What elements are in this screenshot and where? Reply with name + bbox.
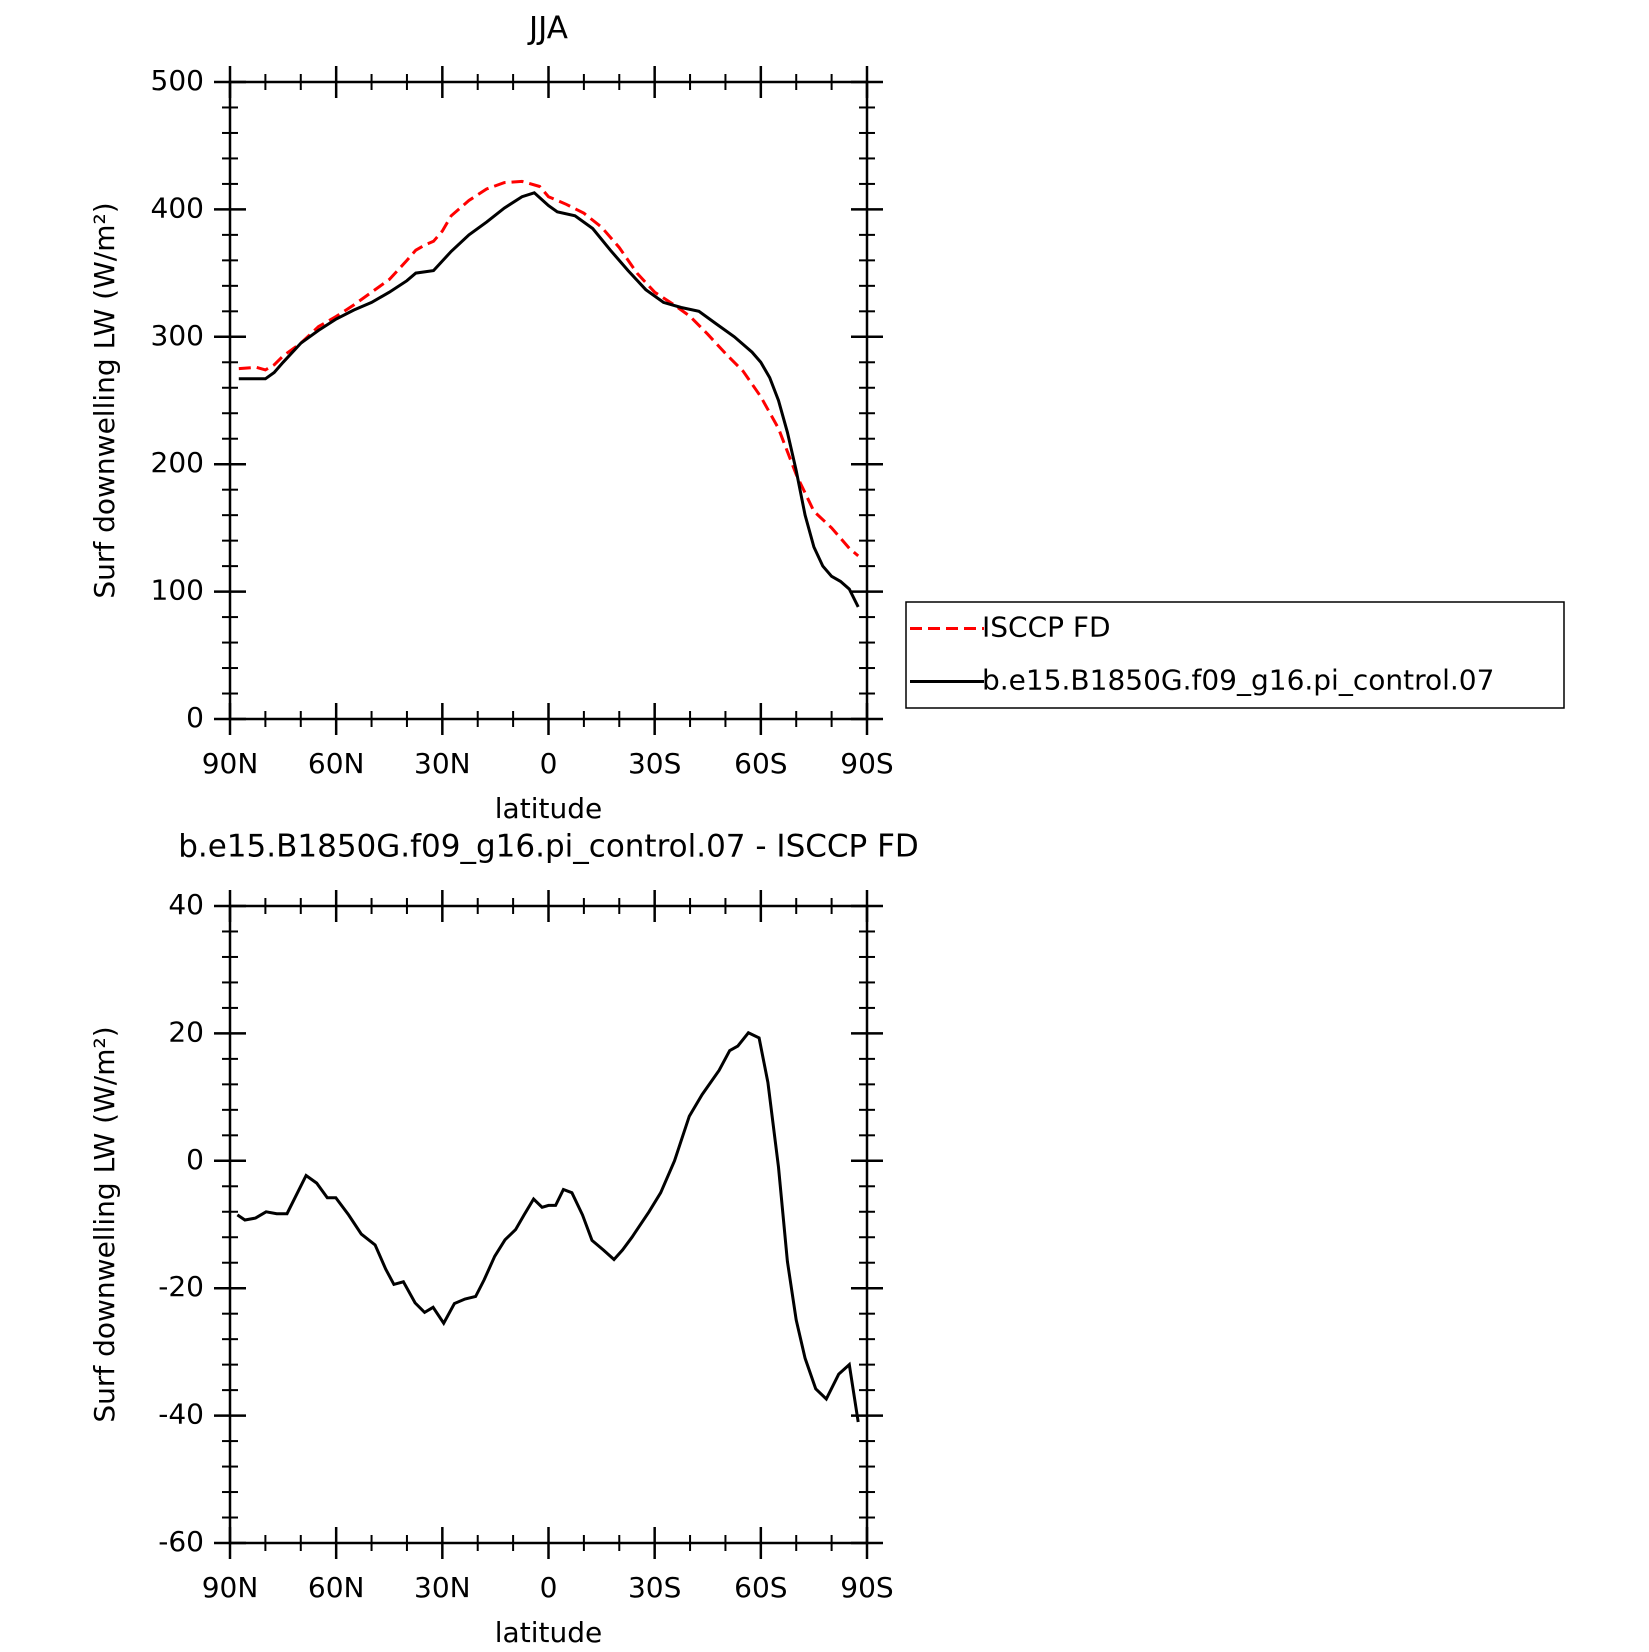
x-axis-label: latitude xyxy=(495,792,602,825)
y-tick-label: -60 xyxy=(158,1525,204,1558)
plot-frame xyxy=(228,80,869,721)
y-tick-label: 200 xyxy=(151,446,204,479)
x-tick-label: 0 xyxy=(540,1571,558,1604)
legend-label: b.e15.B1850G.f09_g16.pi_control.07 xyxy=(982,664,1494,697)
series-line xyxy=(238,179,860,558)
y-tick-label: -40 xyxy=(158,1398,204,1431)
x-tick-label: 30N xyxy=(414,747,471,780)
series-line xyxy=(236,1030,860,1423)
x-tick-label: 30N xyxy=(414,1571,471,1604)
y-tick-label: 100 xyxy=(151,574,204,607)
legend-label: ISCCP FD xyxy=(982,611,1111,644)
x-tick-label: 60N xyxy=(308,1571,365,1604)
x-tick-label: 90S xyxy=(840,1571,893,1604)
y-tick-label: 40 xyxy=(168,888,204,921)
chart-title: JJA xyxy=(527,11,568,47)
y-tick-label: 0 xyxy=(186,1143,204,1176)
plot-frame xyxy=(228,904,869,1545)
x-tick-label: 60N xyxy=(308,747,365,780)
y-tick-label: 500 xyxy=(151,64,204,97)
x-tick-label: 90N xyxy=(202,1571,259,1604)
x-axis-label: latitude xyxy=(495,1616,602,1649)
y-axis-label: Surf downwelling LW (W/m²) xyxy=(88,1026,121,1422)
y-tick-label: 400 xyxy=(151,191,204,224)
y-axis-label: Surf downwelling LW (W/m²) xyxy=(88,202,121,598)
y-tick-label: 300 xyxy=(151,319,204,352)
x-tick-label: 90N xyxy=(202,747,259,780)
x-tick-label: 90S xyxy=(840,747,893,780)
legend-box xyxy=(905,601,1565,709)
series-line xyxy=(238,191,860,608)
x-tick-label: 60S xyxy=(734,1571,787,1604)
x-tick-label: 30S xyxy=(628,1571,681,1604)
x-tick-label: 0 xyxy=(540,747,558,780)
y-tick-label: 0 xyxy=(186,701,204,734)
x-tick-label: 60S xyxy=(734,747,787,780)
x-tick-label: 30S xyxy=(628,747,681,780)
y-tick-label: 20 xyxy=(168,1015,204,1048)
chart-title: b.e15.B1850G.f09_g16.pi_control.07 - ISC… xyxy=(178,829,919,865)
y-tick-label: -20 xyxy=(158,1270,204,1303)
